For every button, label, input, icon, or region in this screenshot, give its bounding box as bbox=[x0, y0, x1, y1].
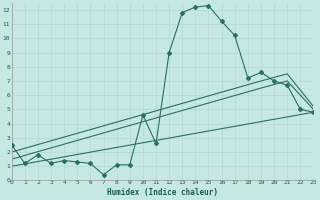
X-axis label: Humidex (Indice chaleur): Humidex (Indice chaleur) bbox=[107, 188, 218, 197]
